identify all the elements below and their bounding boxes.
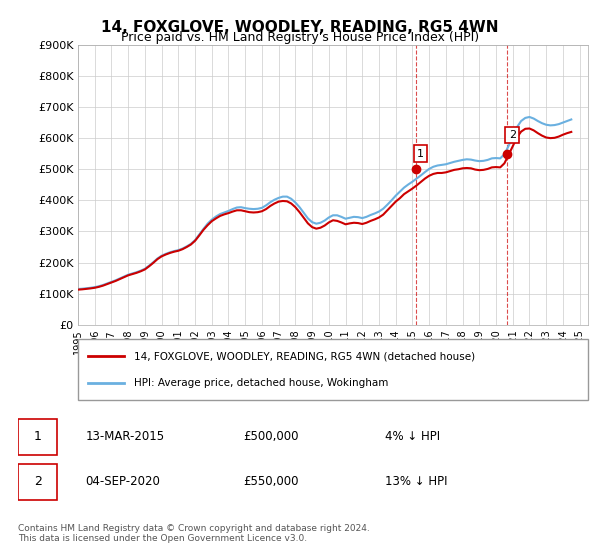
Text: 13-MAR-2015: 13-MAR-2015: [86, 430, 165, 444]
Text: 14, FOXGLOVE, WOODLEY, READING, RG5 4WN (detached house): 14, FOXGLOVE, WOODLEY, READING, RG5 4WN …: [134, 351, 475, 361]
FancyBboxPatch shape: [18, 419, 58, 455]
Text: 1: 1: [34, 430, 41, 444]
Text: 2: 2: [34, 475, 41, 488]
Text: 2: 2: [509, 130, 516, 140]
Text: 13% ↓ HPI: 13% ↓ HPI: [385, 475, 447, 488]
Text: £550,000: £550,000: [244, 475, 299, 488]
Text: HPI: Average price, detached house, Wokingham: HPI: Average price, detached house, Woki…: [134, 378, 388, 388]
Text: Contains HM Land Registry data © Crown copyright and database right 2024.
This d: Contains HM Land Registry data © Crown c…: [18, 524, 370, 543]
Text: £500,000: £500,000: [244, 430, 299, 444]
Text: 14, FOXGLOVE, WOODLEY, READING, RG5 4WN: 14, FOXGLOVE, WOODLEY, READING, RG5 4WN: [101, 20, 499, 35]
Text: Price paid vs. HM Land Registry's House Price Index (HPI): Price paid vs. HM Land Registry's House …: [121, 31, 479, 44]
Text: 04-SEP-2020: 04-SEP-2020: [86, 475, 161, 488]
Text: 1: 1: [417, 149, 424, 158]
Text: 4% ↓ HPI: 4% ↓ HPI: [385, 430, 440, 444]
FancyBboxPatch shape: [78, 339, 588, 400]
FancyBboxPatch shape: [18, 464, 58, 500]
